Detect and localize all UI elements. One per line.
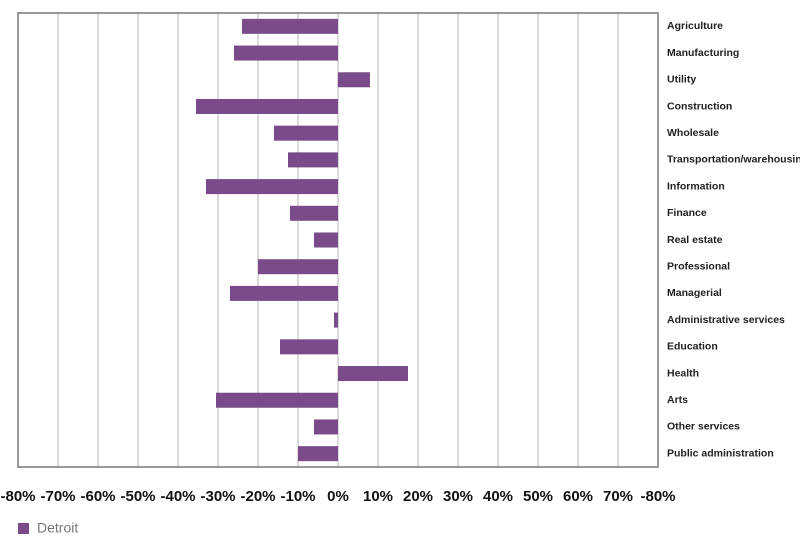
category-label: Other services (667, 421, 740, 433)
bar (196, 98, 338, 114)
bar (338, 366, 408, 382)
category-label: Education (667, 341, 718, 353)
bar (258, 259, 338, 275)
x-tick-label: -10% (280, 488, 315, 505)
x-tick-label: 10% (363, 488, 393, 505)
category-label: Construction (667, 100, 732, 112)
bar (206, 179, 338, 195)
category-label: Public administration (667, 447, 774, 459)
bar (298, 446, 338, 462)
bar (242, 18, 338, 34)
category-label: Information (667, 180, 725, 192)
bar (216, 392, 338, 408)
category-label: Manufacturing (667, 47, 739, 59)
bar (274, 125, 338, 141)
x-tick-label: -40% (160, 488, 195, 505)
bar (314, 419, 338, 435)
x-tick-label: 60% (563, 488, 593, 505)
x-tick-label: -80% (0, 488, 35, 505)
legend-label: Detroit (37, 520, 78, 536)
x-tick-label: 20% (403, 488, 433, 505)
bar (230, 285, 338, 301)
x-tick-label: 30% (443, 488, 473, 505)
category-label: Arts (667, 394, 688, 406)
category-label: Agriculture (667, 20, 723, 32)
category-label: Administrative services (667, 314, 785, 326)
x-tick-label: -70% (40, 488, 75, 505)
bar (314, 232, 338, 248)
x-tick-label: 0% (327, 488, 349, 505)
x-tick-label: -30% (200, 488, 235, 505)
x-tick-label: -50% (120, 488, 155, 505)
category-label: Transportation/warehousing (667, 154, 800, 166)
category-label: Real estate (667, 234, 723, 246)
bar (288, 152, 338, 168)
category-label: Managerial (667, 287, 722, 299)
x-tick-label: 70% (603, 488, 633, 505)
x-tick-label: 50% (523, 488, 553, 505)
bar (234, 45, 338, 61)
category-label: Finance (667, 207, 707, 219)
legend-swatch (18, 523, 29, 534)
x-tick-label: 40% (483, 488, 513, 505)
category-label: Utility (667, 74, 696, 86)
category-label: Health (667, 367, 699, 379)
plot-frame (17, 12, 659, 468)
bar (290, 205, 338, 221)
x-tick-label: -80% (640, 488, 675, 505)
bar (334, 312, 338, 328)
bar (280, 339, 338, 355)
bar (338, 72, 370, 88)
category-label: Wholesale (667, 127, 719, 139)
x-tick-label: -20% (240, 488, 275, 505)
x-tick-label: -60% (80, 488, 115, 505)
category-label: Professional (667, 260, 730, 272)
